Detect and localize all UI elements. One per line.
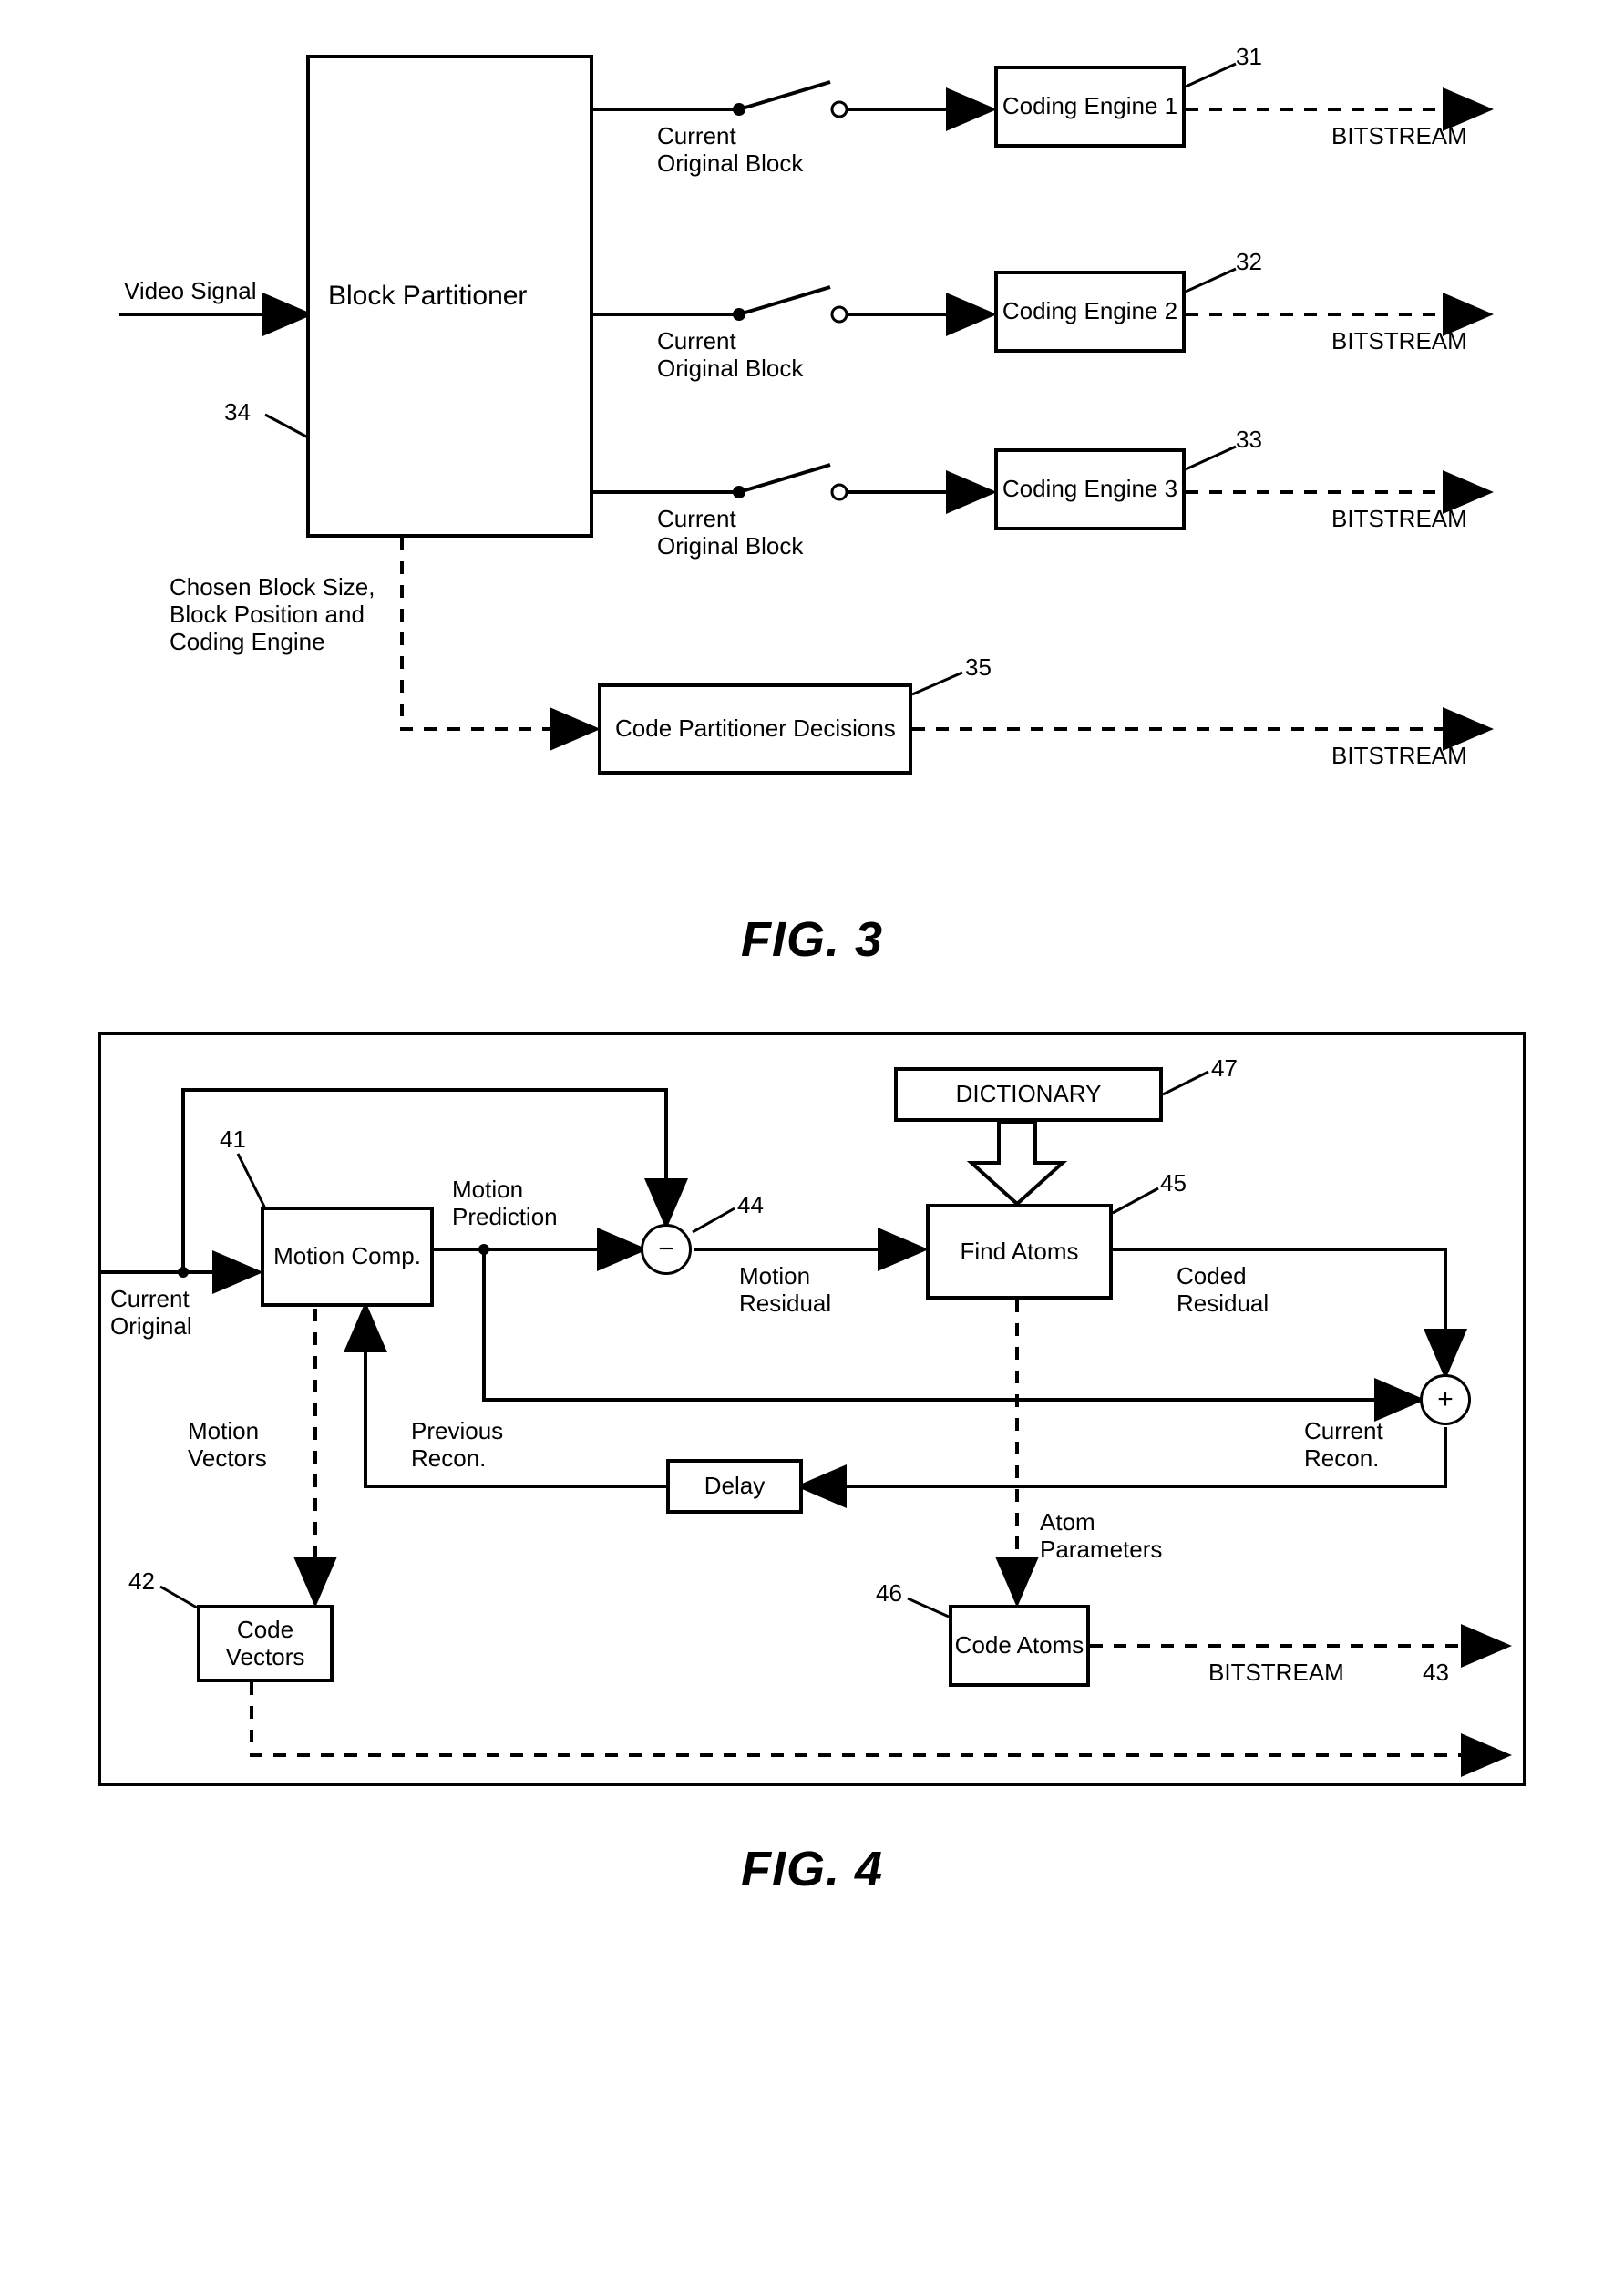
find-atoms-label: Find Atoms bbox=[960, 1238, 1078, 1266]
code-vectors-label: Code Vectors bbox=[200, 1617, 330, 1671]
code-partitioner-decisions-box: Code Partitioner Decisions bbox=[598, 683, 912, 775]
current-original-label: Current Original bbox=[110, 1286, 192, 1341]
code-atoms-label: Code Atoms bbox=[955, 1632, 1084, 1659]
ref-46: 46 bbox=[876, 1580, 902, 1608]
bitstream-fig4: BITSTREAM bbox=[1208, 1659, 1344, 1687]
code-partitioner-decisions-label: Code Partitioner Decisions bbox=[601, 715, 909, 743]
coding-engine-2-box: Coding Engine 2 bbox=[994, 271, 1186, 353]
delay-label: Delay bbox=[704, 1473, 765, 1500]
coding-engine-2-label: Coding Engine 2 bbox=[1002, 298, 1177, 325]
ref-45: 45 bbox=[1160, 1170, 1187, 1197]
dictionary-label: DICTIONARY bbox=[956, 1081, 1102, 1108]
figure-3-caption: FIG. 3 bbox=[36, 911, 1588, 968]
switch-label-1: Current Original Block bbox=[657, 123, 803, 178]
motion-prediction-label: Motion Prediction bbox=[452, 1176, 558, 1231]
ref-34: 34 bbox=[224, 399, 251, 426]
switch-label-3: Current Original Block bbox=[657, 506, 803, 560]
motion-residual-label: Motion Residual bbox=[739, 1263, 831, 1318]
ref-47: 47 bbox=[1211, 1055, 1238, 1083]
ref-35: 35 bbox=[965, 654, 992, 682]
ref-42: 42 bbox=[128, 1568, 155, 1596]
code-vectors-box: Code Vectors bbox=[197, 1605, 334, 1682]
bitstream-4: BITSTREAM bbox=[1331, 743, 1467, 770]
find-atoms-box: Find Atoms bbox=[926, 1204, 1113, 1300]
coded-residual-label: Coded Residual bbox=[1177, 1263, 1269, 1318]
atom-parameters-label: Atom Parameters bbox=[1040, 1509, 1162, 1564]
figure-4-caption: FIG. 4 bbox=[36, 1841, 1588, 1897]
figure-4: Current Original Motion Comp. 41 Motion … bbox=[98, 1032, 1526, 1786]
code-atoms-box: Code Atoms bbox=[949, 1605, 1090, 1687]
figure-3: Video Signal Block Partitioner 34 Curren… bbox=[119, 36, 1505, 857]
motion-vectors-label: Motion Vectors bbox=[188, 1418, 267, 1473]
delay-box: Delay bbox=[666, 1459, 803, 1514]
bitstream-3: BITSTREAM bbox=[1331, 506, 1467, 533]
chosen-label: Chosen Block Size, Block Position and Co… bbox=[170, 574, 375, 656]
block-partitioner-label: Block Partitioner bbox=[310, 281, 590, 313]
switch-label-2: Current Original Block bbox=[657, 328, 803, 383]
coding-engine-3-label: Coding Engine 3 bbox=[1002, 476, 1177, 503]
video-signal-label: Video Signal bbox=[124, 278, 257, 305]
current-recon-label: Current Recon. bbox=[1304, 1418, 1383, 1473]
dictionary-box: DICTIONARY bbox=[894, 1067, 1163, 1122]
ref-33: 33 bbox=[1236, 426, 1262, 454]
coding-engine-1-label: Coding Engine 1 bbox=[1002, 93, 1177, 120]
motion-comp-label: Motion Comp. bbox=[273, 1243, 421, 1270]
ref-44: 44 bbox=[737, 1192, 764, 1219]
coding-engine-3-box: Coding Engine 3 bbox=[994, 448, 1186, 530]
ref-41: 41 bbox=[220, 1126, 246, 1154]
plus-node: + bbox=[1420, 1374, 1471, 1425]
ref-43: 43 bbox=[1423, 1659, 1449, 1687]
ref-31: 31 bbox=[1236, 44, 1262, 71]
ref-32: 32 bbox=[1236, 249, 1262, 276]
previous-recon-label: Previous Recon. bbox=[411, 1418, 503, 1473]
bitstream-1: BITSTREAM bbox=[1331, 123, 1467, 150]
bitstream-2: BITSTREAM bbox=[1331, 328, 1467, 355]
motion-comp-box: Motion Comp. bbox=[261, 1207, 434, 1307]
minus-node: − bbox=[641, 1224, 692, 1275]
block-partitioner-box: Block Partitioner bbox=[306, 55, 593, 538]
coding-engine-1-box: Coding Engine 1 bbox=[994, 66, 1186, 148]
